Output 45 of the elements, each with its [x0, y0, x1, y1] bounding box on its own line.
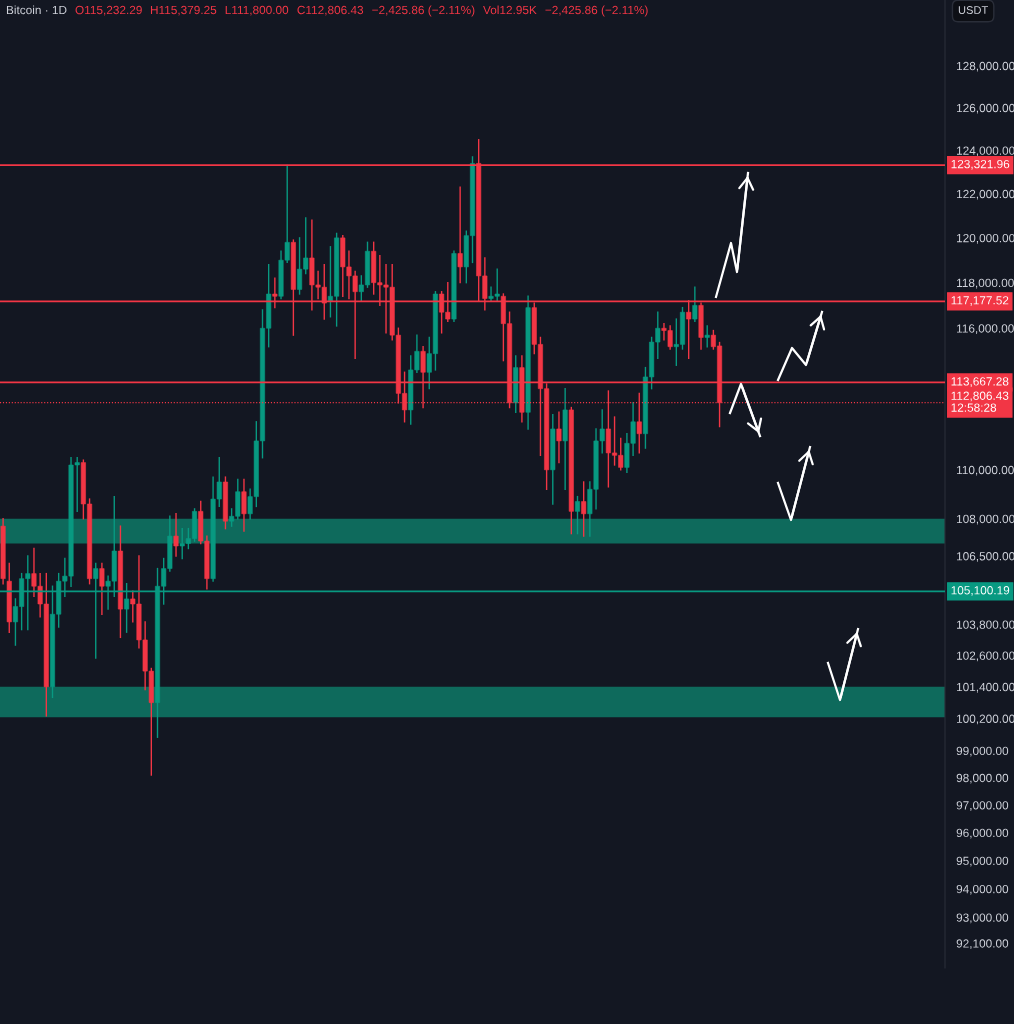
y-tick-label: 98,000.00 — [956, 773, 1009, 784]
candlestick — [556, 411, 562, 464]
y-tick-label: 128,000.00 — [957, 61, 1014, 72]
y-tick-label: 106,500.00 — [957, 552, 1014, 562]
y-tick-label: 124,000.00 — [957, 146, 1014, 157]
text: USDT — [958, 6, 988, 14]
annotation: −2,425.86 (−2.11%) — [372, 5, 475, 17]
annotation: L111,800.00 — [225, 5, 289, 16]
y-tick-label: 126,000.00 — [957, 103, 1014, 114]
ref-line-label: 117,177.52 — [951, 296, 1009, 306]
ref-line-label: 105,100.19 — [951, 586, 1010, 596]
y-tick-label: 122,000.00 — [957, 189, 1014, 200]
y-tick-label: 96,000.00 — [956, 828, 1009, 839]
y-tick-label: 95,000.00 — [956, 856, 1009, 867]
y-tick-label: 120,000.00 — [957, 233, 1014, 244]
y-tick-label: 101,400.00 — [957, 682, 1014, 693]
candlestick — [575, 495, 580, 535]
y-tick-label: 97,000.00 — [956, 801, 1009, 811]
annotation: Vol12.95K — [483, 5, 537, 15]
annotation: H115,379.25 — [150, 5, 217, 16]
candlestick — [241, 478, 247, 532]
ref-line-label: 112,806.43 12:58:28 — [951, 391, 1009, 412]
candlestick — [704, 325, 710, 348]
y-tick-label: 102,600.00 — [957, 651, 1014, 662]
candlestick — [457, 186, 463, 284]
candlestick — [173, 513, 179, 557]
ref-line-label: 123,321.96 — [951, 159, 1010, 170]
annotation: O115,232.29 — [75, 5, 142, 16]
y-tick-label: 108,000.00 — [957, 514, 1014, 525]
ref-line-label: 113,667.28 — [951, 377, 1009, 387]
y-tick-label: 110,000.00 — [957, 465, 1014, 476]
y-tick-label: 118,000.00 — [957, 278, 1014, 289]
candlestick — [99, 562, 105, 615]
y-tick-label: 93,000.00 — [956, 913, 1009, 924]
y-tick-label: 99,000.00 — [956, 746, 1009, 757]
annotation: C112,806.43 — [297, 5, 364, 16]
y-tick-label: 100,200.00 — [957, 714, 1014, 725]
y-tick-label: 103,800.00 — [957, 620, 1014, 631]
annotation: −2,425.86 (−2.11%) — [545, 5, 648, 17]
y-tick-label: 92,100.00 — [956, 939, 1009, 950]
chart-title: Bitcoin · 1D — [6, 5, 67, 15]
y-tick-label: 116,000.00 — [957, 324, 1014, 335]
candlestick — [692, 286, 698, 323]
candlestick — [581, 481, 587, 537]
y-tick-label: 94,000.00 — [956, 884, 1009, 895]
